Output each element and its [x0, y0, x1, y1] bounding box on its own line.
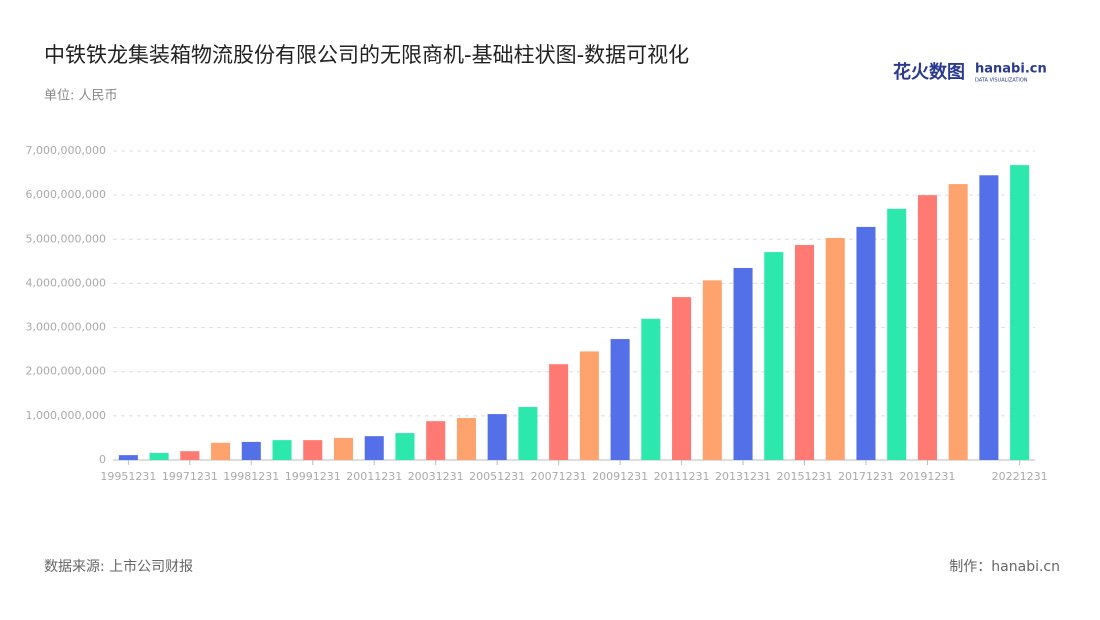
- x-tick-label: 20031231: [408, 470, 464, 483]
- bar: [794, 245, 815, 460]
- bar: [948, 184, 968, 460]
- bar: [149, 452, 169, 460]
- bar: [303, 440, 323, 460]
- bar: [364, 436, 384, 460]
- bar: [887, 208, 907, 460]
- x-tick-label: 19991231: [285, 470, 341, 483]
- bar: [241, 441, 261, 460]
- source: 数据来源: 上市公司财报: [44, 558, 193, 575]
- x-tick-label: 20071231: [531, 470, 587, 483]
- x-tick-label: 20011231: [346, 470, 402, 483]
- bar: [518, 407, 538, 460]
- credit: 制作：hanabi.cn: [949, 559, 1060, 575]
- y-tick-label: 5,000,000,000: [26, 232, 106, 245]
- y-tick-label: 1,000,000,000: [26, 409, 106, 422]
- bar: [118, 455, 138, 460]
- x-tick-label: 20091231: [592, 470, 648, 483]
- bar: [672, 297, 692, 460]
- logo-name: 花火数图: [893, 61, 965, 83]
- bar: [211, 442, 231, 460]
- bar: [979, 175, 999, 460]
- bar: [733, 267, 753, 460]
- x-tick-label: 20221231: [992, 470, 1048, 483]
- bar: [856, 226, 876, 460]
- bar: [487, 414, 507, 460]
- bar: [702, 280, 722, 460]
- bar: [579, 351, 599, 460]
- y-tick-label: 2,000,000,000: [26, 365, 106, 378]
- y-tick-label: 7,000,000,000: [26, 144, 106, 157]
- x-tick-label: 19951231: [100, 470, 156, 483]
- bar: [549, 364, 569, 460]
- bar: [272, 440, 292, 460]
- bar: [456, 418, 476, 460]
- bar: [917, 195, 937, 460]
- y-tick-label: 3,000,000,000: [26, 321, 106, 334]
- bar: [764, 252, 784, 460]
- x-tick-label: 20131231: [715, 470, 771, 483]
- bar: [426, 421, 446, 460]
- x-tick-label: 20151231: [777, 470, 833, 483]
- bar: [180, 451, 200, 460]
- x-tick-label: 20051231: [469, 470, 525, 483]
- x-tick-label: 19971231: [162, 470, 218, 483]
- bar: [825, 237, 845, 460]
- y-tick-label: 0: [99, 453, 106, 466]
- y-tick-label: 6,000,000,000: [26, 188, 106, 201]
- logo-tagline: DATA VISUALIZATION: [975, 78, 1028, 84]
- x-tick-label: 20191231: [899, 470, 955, 483]
- bar: [610, 339, 630, 460]
- x-tick-label: 20171231: [838, 470, 894, 483]
- logo-site: hanabi.cn: [975, 62, 1047, 77]
- bar: [641, 318, 661, 460]
- chart-subtitle: 单位: 人民币: [44, 89, 118, 104]
- chart-title: 中铁铁龙集装箱物流股份有限公司的无限商机-基础柱状图-数据可视化: [44, 43, 689, 67]
- y-tick-label: 4,000,000,000: [26, 276, 106, 289]
- bar: [395, 433, 415, 460]
- x-tick-label: 20111231: [654, 470, 710, 483]
- bar: [1010, 165, 1030, 460]
- bar: [333, 437, 354, 460]
- x-tick-label: 19981231: [223, 470, 279, 483]
